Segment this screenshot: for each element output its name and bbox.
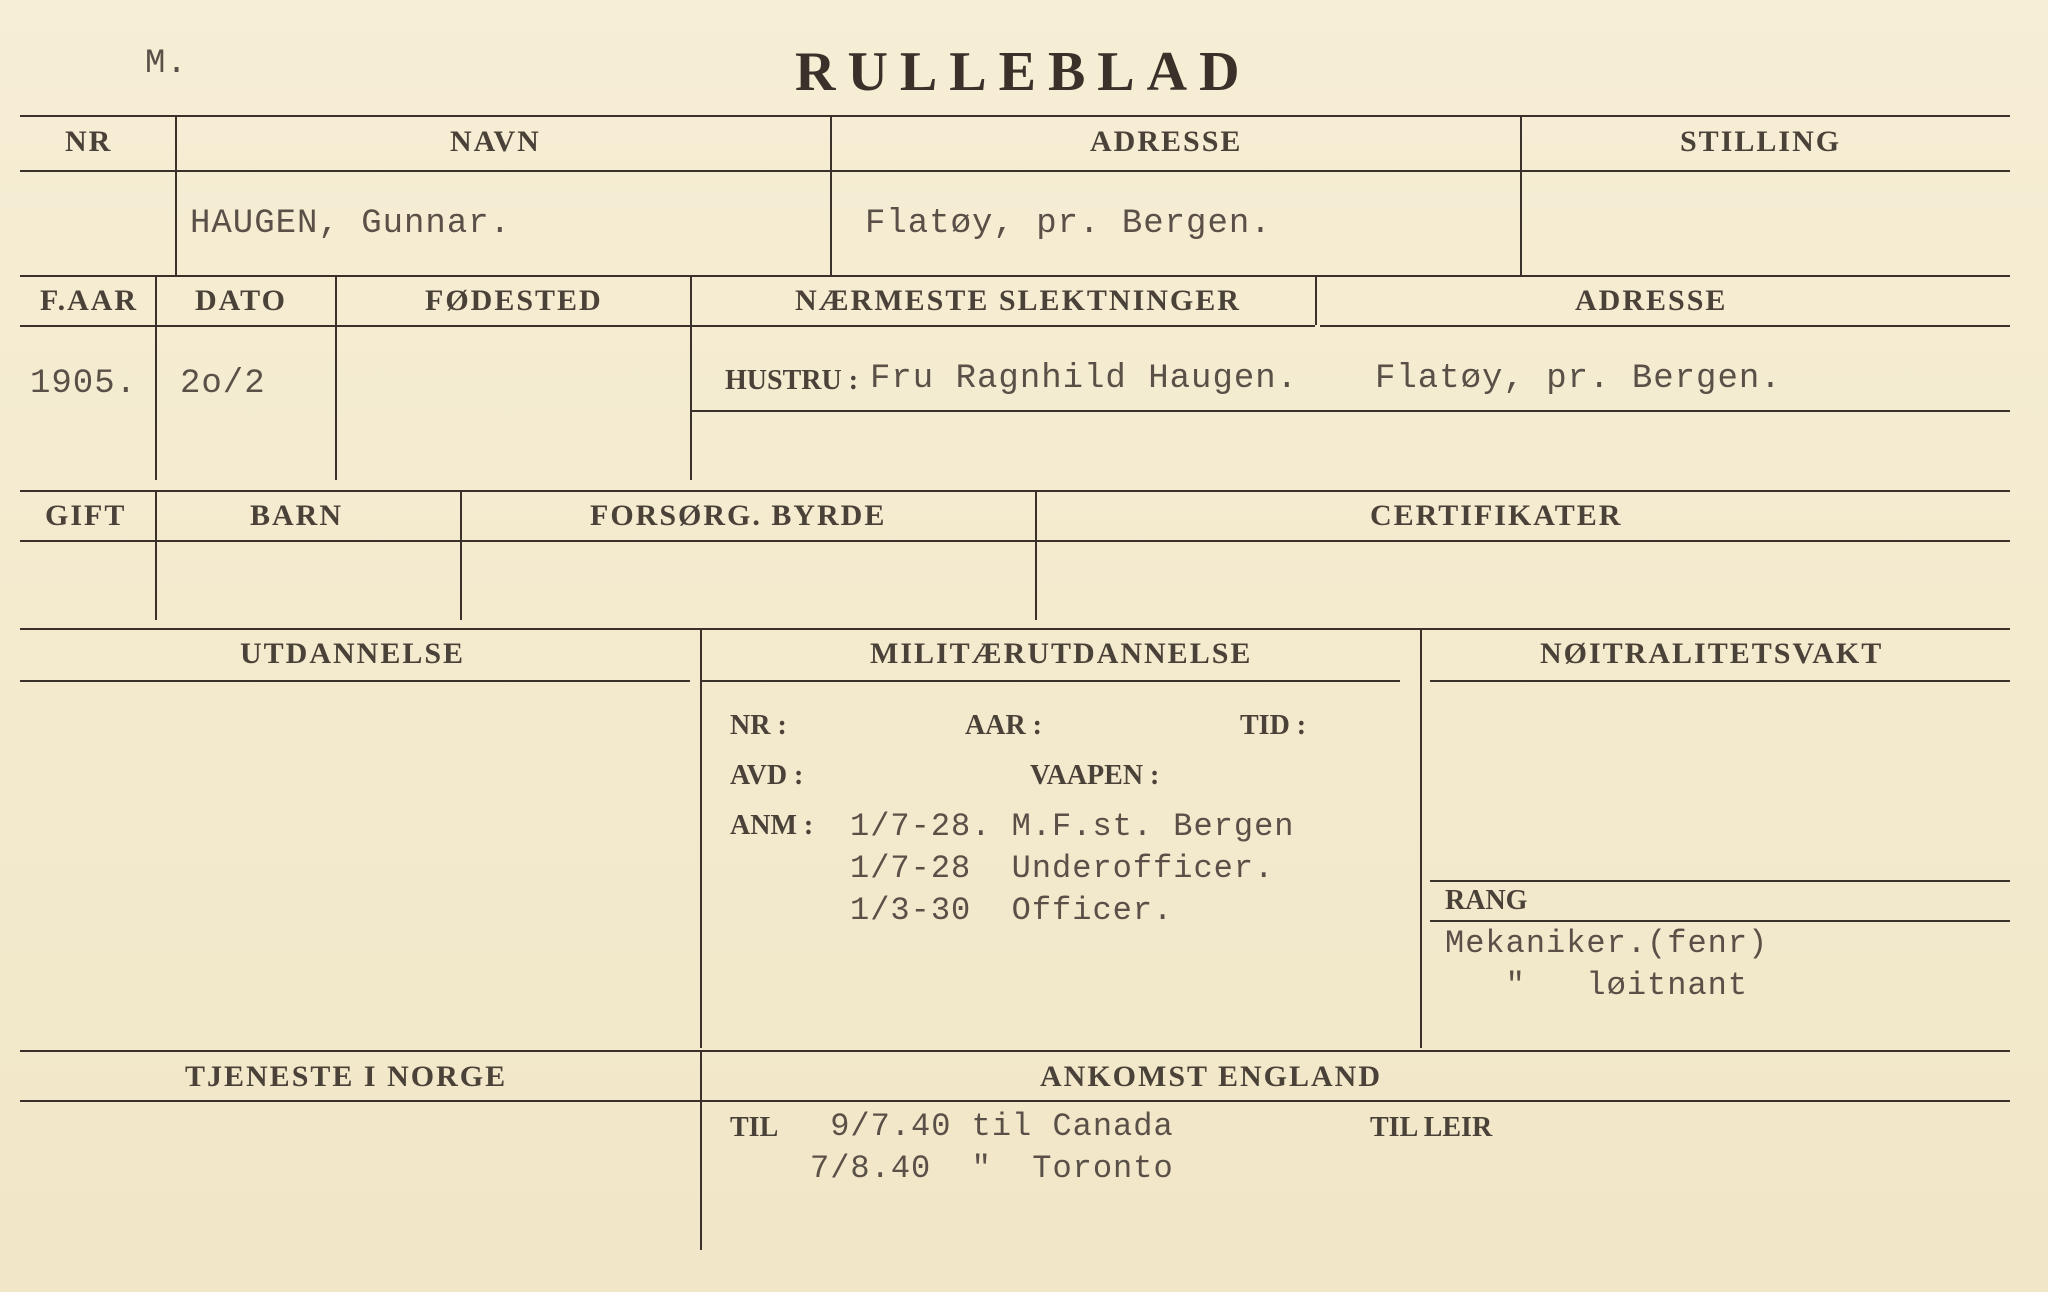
divider — [20, 680, 690, 682]
value-til-1: 9/7.40 til Canada — [810, 1108, 1174, 1145]
label-certifikater: CERTIFIKATER — [1370, 499, 1622, 533]
divider — [1035, 490, 1037, 620]
divider — [460, 490, 462, 620]
label-stilling: STILLING — [1680, 125, 1841, 159]
label-noitralitetsvakt: NØITRALITETSVAKT — [1540, 637, 1883, 671]
label-naermeste-slekt: NÆRMESTE SLEKTNINGER — [795, 284, 1241, 318]
value-anm-1: 1/7-28. M.F.st. Bergen — [850, 808, 1294, 845]
label-utdannelse: UTDANNELSE — [240, 637, 465, 671]
value-rang-1: Mekaniker.(fenr) — [1445, 925, 1768, 962]
divider — [690, 275, 692, 480]
divider — [700, 628, 702, 1048]
label-mil-anm: ANM : — [730, 810, 813, 842]
divider — [155, 490, 157, 620]
divider — [1315, 275, 1317, 325]
divider — [155, 275, 157, 480]
label-barn: BARN — [250, 499, 343, 533]
divider — [1430, 920, 2010, 922]
label-gift: GIFT — [45, 499, 126, 533]
divider — [1520, 115, 1522, 275]
label-adresse: ADRESSE — [1090, 125, 1242, 159]
divider — [1420, 628, 1422, 1048]
divider — [20, 170, 2010, 172]
divider — [830, 115, 832, 275]
label-til: TIL — [730, 1112, 778, 1144]
value-anm-2: 1/7-28 Underofficer. — [850, 850, 1274, 887]
page-title: RULLEBLAD — [795, 40, 1252, 104]
divider — [20, 1050, 2010, 1052]
value-faar: 1905. — [30, 365, 137, 403]
value-hustru: Fru Ragnhild Haugen. — [870, 360, 1298, 398]
divider — [20, 1100, 2010, 1102]
divider — [20, 115, 2010, 117]
divider — [700, 1050, 702, 1250]
divider — [335, 275, 337, 480]
label-adresse2: ADRESSE — [1575, 284, 1727, 318]
value-navn: HAUGEN, Gunnar. — [190, 205, 511, 243]
divider — [20, 540, 2010, 542]
label-mil-tid: TID : — [1240, 710, 1306, 742]
label-mil-aar: AAR : — [965, 710, 1042, 742]
label-mil-vaapen: VAAPEN : — [1030, 760, 1159, 792]
corner-initial: M. — [145, 45, 188, 83]
label-hustru: HUSTRU : — [725, 365, 858, 397]
divider — [700, 680, 1400, 682]
divider — [20, 275, 2010, 277]
value-slekt-adresse: Flatøy, pr. Bergen. — [1375, 360, 1782, 398]
label-fodested: FØDESTED — [425, 284, 603, 318]
divider — [175, 115, 177, 275]
divider — [20, 628, 2010, 630]
value-rang-2: " løitnant — [1445, 967, 1748, 1004]
divider — [690, 410, 2010, 412]
label-navn: NAVN — [450, 125, 541, 159]
label-til-leir: TIL LEIR — [1370, 1112, 1492, 1144]
value-anm-3: 1/3-30 Officer. — [850, 892, 1173, 929]
label-ankomst-england: ANKOMST ENGLAND — [1040, 1060, 1382, 1094]
value-til-2: 7/8.40 " Toronto — [810, 1150, 1174, 1187]
rulleblad-card: M. RULLEBLAD NR NAVN ADRESSE STILLING HA… — [0, 0, 2048, 1292]
label-mil-nr: NR : — [730, 710, 787, 742]
label-tjeneste-norge: TJENESTE I NORGE — [185, 1060, 507, 1094]
label-militaerutd: MILITÆRUTDANNELSE — [870, 637, 1252, 671]
divider — [690, 325, 1315, 327]
label-nr: NR — [65, 125, 112, 159]
label-forsorg-byrde: FORSØRG. BYRDE — [590, 499, 886, 533]
divider — [20, 325, 690, 327]
label-dato: DATO — [195, 284, 287, 318]
value-dato: 2o/2 — [180, 365, 266, 403]
divider — [1430, 680, 2010, 682]
label-rang: RANG — [1445, 885, 1527, 917]
label-faar: F.AAR — [40, 284, 138, 318]
divider — [1430, 880, 2010, 882]
value-adresse: Flatøy, pr. Bergen. — [865, 205, 1272, 243]
divider — [1320, 325, 2010, 327]
label-mil-avd: AVD : — [730, 760, 803, 792]
divider — [20, 490, 2010, 492]
